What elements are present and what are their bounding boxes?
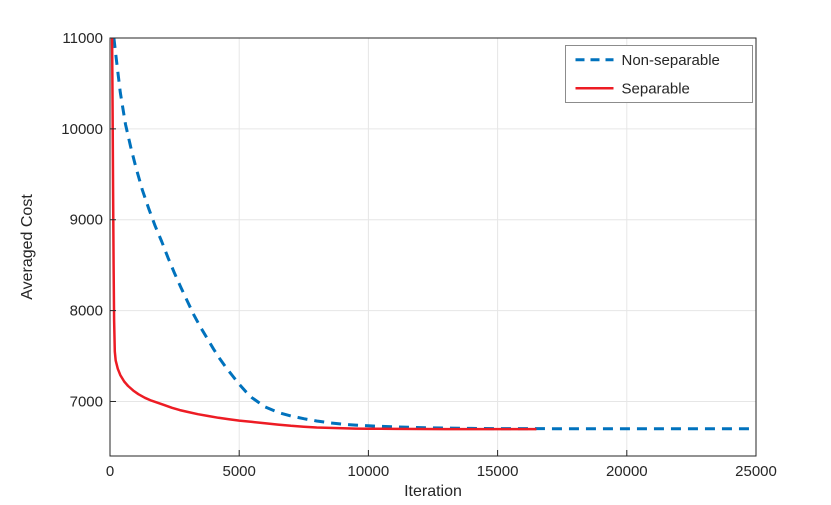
series-non-separable	[112, 37, 756, 431]
legend-box	[565, 45, 753, 103]
x-tick-label: 0	[106, 463, 114, 480]
x-tick-label: 20000	[606, 463, 648, 480]
plot-area	[110, 38, 756, 456]
y-tick-label: 8000	[70, 303, 103, 320]
y-tick-label: 10000	[61, 121, 103, 138]
y-tick-label: 11000	[62, 30, 103, 47]
axes-box	[109, 37, 757, 457]
x-axis-label: Iteration	[404, 483, 462, 500]
y-tick-label: 9000	[70, 212, 103, 229]
x-tick-label: 15000	[477, 463, 519, 480]
y-tick-label: 7000	[70, 393, 103, 410]
x-tick-label: 5000	[223, 463, 256, 480]
x-tick-label: 25000	[735, 463, 777, 480]
series-separable	[110, 37, 537, 431]
y-axis-label: Averaged Cost	[19, 194, 36, 300]
legend-entry-label: Separable	[622, 80, 690, 97]
x-tick-label: 10000	[348, 463, 390, 480]
legend-entry-label: Non-separable	[622, 52, 720, 69]
